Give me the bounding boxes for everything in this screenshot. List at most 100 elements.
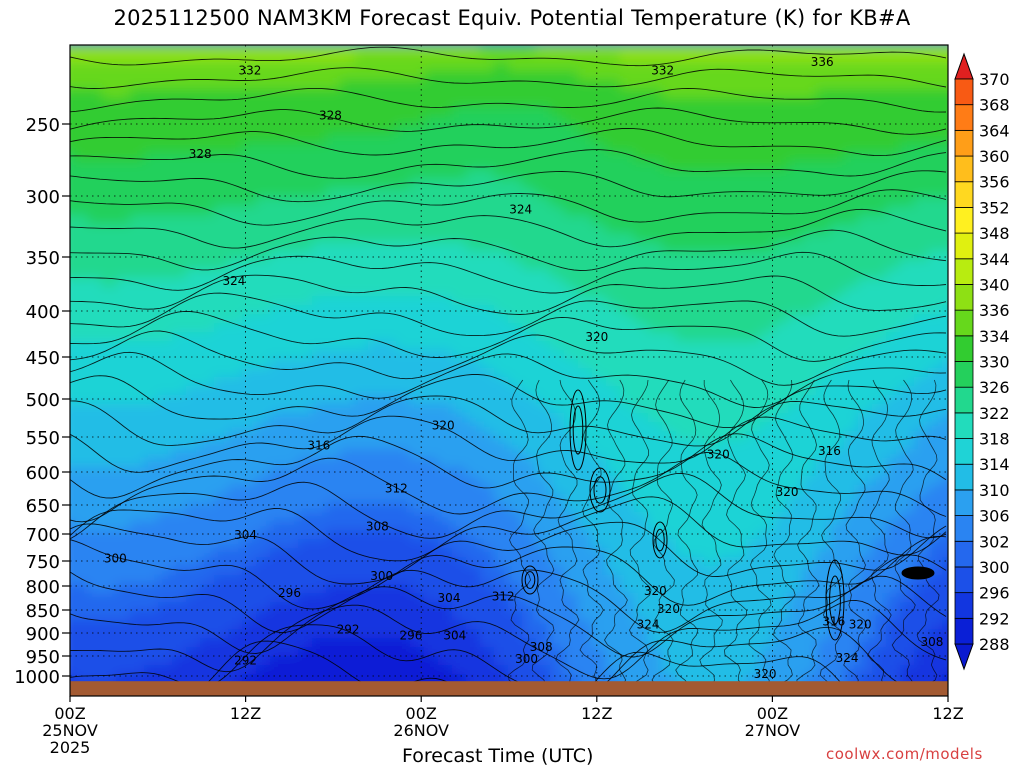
field-cell: [816, 620, 831, 630]
field-cell: [116, 629, 131, 639]
field-cell: [228, 557, 243, 567]
field-cell: [396, 62, 411, 72]
field-cell: [494, 476, 509, 486]
field-cell: [886, 395, 901, 405]
field-cell: [718, 575, 733, 585]
field-cell: [102, 341, 117, 351]
field-cell: [774, 602, 789, 612]
field-cell: [214, 233, 229, 243]
field-cell: [172, 530, 187, 540]
field-cell: [130, 458, 145, 468]
field-cell: [186, 575, 201, 585]
field-cell: [830, 107, 845, 117]
field-cell: [424, 593, 439, 603]
field-cell: [88, 431, 103, 441]
field-cell: [256, 422, 271, 432]
field-cell: [858, 116, 873, 126]
field-cell: [662, 701, 677, 711]
field-cell: [508, 242, 523, 252]
field-cell: [816, 278, 831, 288]
field-cell: [466, 341, 481, 351]
field-cell: [270, 53, 285, 63]
field-cell: [200, 71, 215, 81]
field-cell: [690, 602, 705, 612]
field-cell: [284, 530, 299, 540]
field-cell: [158, 548, 173, 558]
field-cell: [872, 314, 887, 324]
field-cell: [158, 278, 173, 288]
field-cell: [690, 701, 705, 711]
field-cell: [844, 269, 859, 279]
field-cell: [200, 188, 215, 198]
field-cell: [214, 62, 229, 72]
field-cell: [774, 476, 789, 486]
field-cell: [466, 647, 481, 657]
field-cell: [452, 413, 467, 423]
field-cell: [928, 584, 943, 594]
field-cell: [844, 179, 859, 189]
field-cell: [382, 116, 397, 126]
field-cell: [494, 665, 509, 675]
field-cell: [424, 503, 439, 513]
field-cell: [662, 422, 677, 432]
field-cell: [284, 125, 299, 135]
field-cell: [872, 206, 887, 216]
field-cell: [942, 45, 948, 54]
field-cell: [424, 665, 439, 675]
field-cell: [74, 125, 89, 135]
field-cell: [130, 107, 145, 117]
field-cell: [508, 323, 523, 333]
field-cell: [382, 278, 397, 288]
field-cell: [606, 278, 621, 288]
field-cell: [480, 386, 495, 396]
field-cell: [872, 269, 887, 279]
field-cell: [494, 512, 509, 522]
field-cell: [88, 512, 103, 522]
field-cell: [746, 242, 761, 252]
field-cell: [690, 629, 705, 639]
field-cell: [648, 125, 663, 135]
field-cell: [116, 557, 131, 567]
field-cell: [676, 656, 691, 666]
field-cell: [130, 45, 145, 54]
field-cell: [214, 287, 229, 297]
field-cell: [914, 233, 929, 243]
field-cell: [382, 260, 397, 270]
field-cell: [760, 503, 775, 513]
contour-cell: [524, 571, 536, 589]
field-cell: [382, 377, 397, 387]
field-cell: [88, 233, 103, 243]
field-cell: [858, 350, 873, 360]
field-cell: [144, 89, 159, 99]
field-cell: [298, 386, 313, 396]
field-cell: [620, 35, 635, 45]
field-cell: [802, 368, 817, 378]
field-cell: [270, 80, 285, 90]
field-cell: [130, 161, 145, 171]
field-cell: [410, 134, 425, 144]
field-cell: [942, 638, 948, 648]
field-cell: [326, 422, 341, 432]
field-cell: [424, 134, 439, 144]
field-cell: [452, 287, 467, 297]
field-cell: [326, 224, 341, 234]
field-cell: [578, 566, 593, 576]
field-cell: [410, 395, 425, 405]
field-cell: [844, 350, 859, 360]
field-cell: [144, 611, 159, 621]
field-cell: [760, 170, 775, 180]
field-cell: [564, 332, 579, 342]
field-cell: [592, 152, 607, 162]
contour-line: [699, 380, 723, 696]
field-cell: [844, 341, 859, 351]
field-cell: [732, 368, 747, 378]
field-cell: [452, 476, 467, 486]
field-cell: [634, 287, 649, 297]
field-cell: [550, 449, 565, 459]
field-cell: [830, 656, 845, 666]
field-cell: [788, 242, 803, 252]
field-cell: [368, 107, 383, 117]
field-cell: [116, 386, 131, 396]
field-cell: [158, 530, 173, 540]
field-cell: [578, 215, 593, 225]
